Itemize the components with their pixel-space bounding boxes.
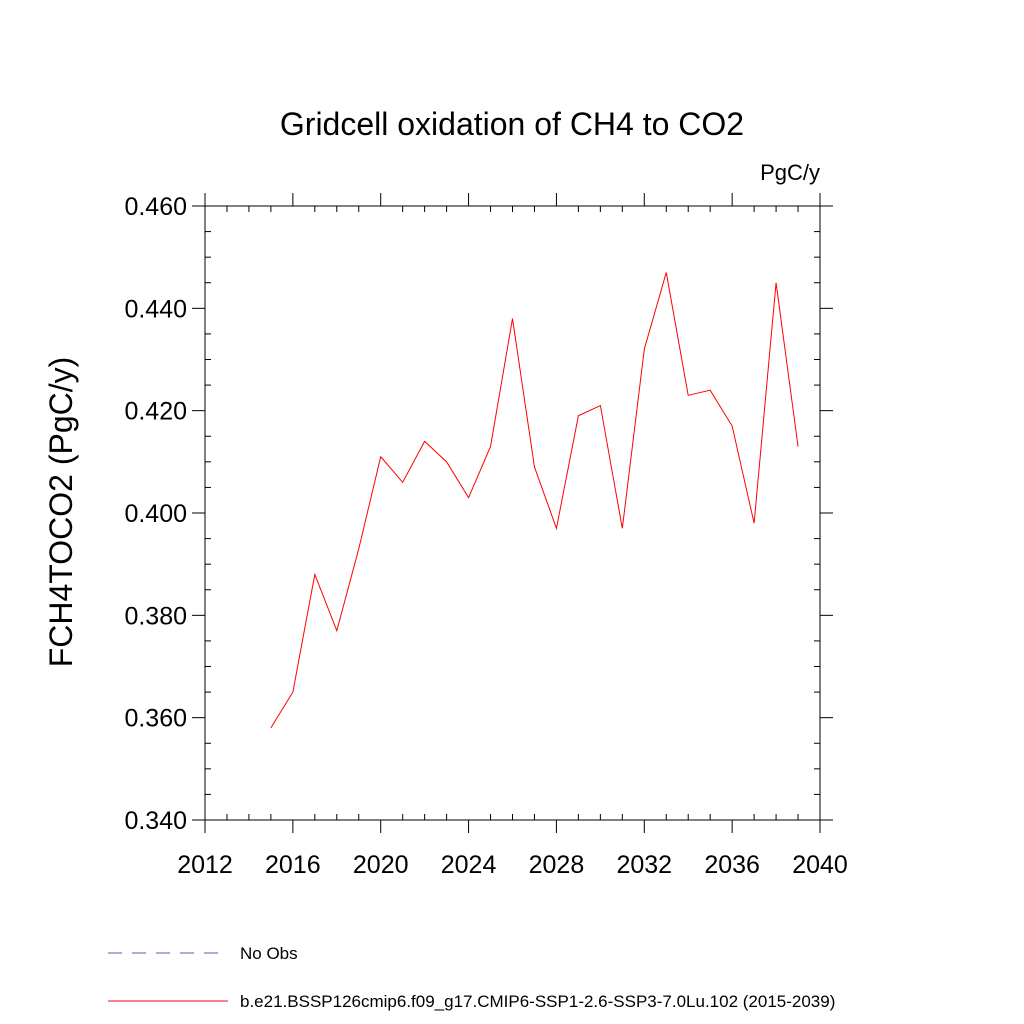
units-label: PgC/y [760,160,820,185]
x-tick-label: 2040 [792,851,848,879]
series-line [270,272,799,729]
y-tick-label: 0.440 [124,295,187,323]
x-tick-label: 2032 [616,851,672,879]
y-tick-label: 0.420 [124,398,187,426]
legend-label: No Obs [240,944,298,963]
x-tick-label: 2012 [177,851,233,879]
axes: 0.340 0.360 0.380 0.400 0.420 0.440 0.460 2012 2… [124,193,848,879]
y-tick-label: 0.360 [124,705,187,733]
y-tick-label: 0.460 [124,193,187,221]
y-tick-label: 0.400 [124,500,187,528]
y-tick-label: 0.380 [124,602,187,630]
x-tick-label: 2024 [441,851,497,879]
x-tick-label: 2028 [529,851,585,879]
x-tick-label: 2016 [265,851,321,879]
x-tick-label: 2020 [353,851,409,879]
chart-title: Gridcell oxidation of CH4 to CO2 [280,106,744,142]
x-tick-label: 2036 [704,851,760,879]
legend: No Obs b.e21.BSSP126cmip6.f09_g17.CMIP6-S… [108,944,835,1011]
legend-label: b.e21.BSSP126cmip6.f09_g17.CMIP6-SSP1-2.… [240,992,835,1011]
y-tick-label: 0.340 [124,807,187,835]
y-axis-label: FCH4TOCO2 (PgC/y) [43,357,79,668]
plot-frame [204,205,821,821]
series-layer [270,272,799,729]
